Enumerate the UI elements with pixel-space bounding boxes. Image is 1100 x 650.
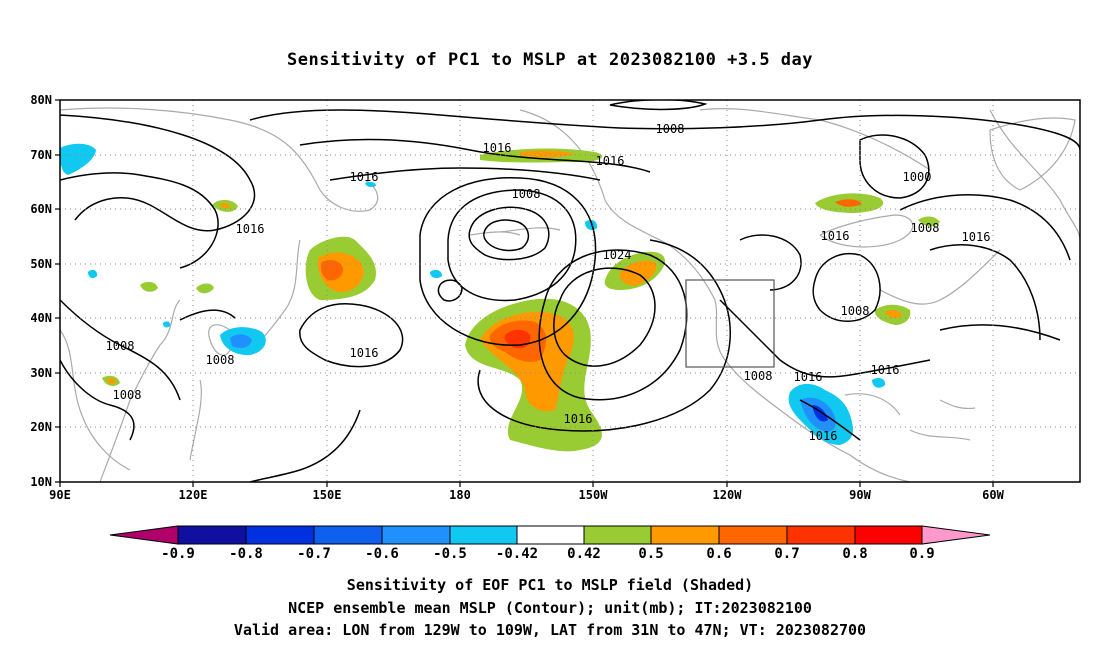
lon-label: 120E	[179, 488, 208, 502]
sensitivity-shading	[60, 143, 940, 452]
colorbar-tick: -0.42	[496, 546, 538, 562]
colorbar-cell	[583, 525, 652, 545]
lat-label: 20N	[30, 420, 52, 434]
lat-labels: 80N 70N 60N 50N 40N 30N 20N 10N	[30, 93, 52, 489]
colorbar-right-arrow	[921, 525, 991, 545]
contour-label: 1016	[483, 141, 512, 155]
lat-label: 80N	[30, 93, 52, 107]
caption-line-contour: NCEP ensemble mean MSLP (Contour); unit(…	[288, 598, 812, 617]
colorbar-tick: 0.5	[638, 546, 663, 562]
colorbar-cell	[381, 525, 451, 545]
lat-label: 60N	[30, 202, 52, 216]
colorbar-cell	[718, 525, 788, 545]
caption-line-shaded: Sensitivity of EOF PC1 to MSLP field (Sh…	[346, 576, 754, 594]
contour-label: 1008	[744, 369, 773, 383]
colorbar-tick: 0.6	[706, 546, 731, 562]
colorbar-tick: 0.42	[567, 546, 601, 562]
contour-label: 1016	[871, 363, 900, 377]
contour-label: 1008	[512, 187, 541, 201]
lon-label: 90W	[849, 488, 871, 502]
colorbar-tick: 0.7	[774, 546, 799, 562]
contour-label: 1016	[350, 346, 379, 360]
contour-label: 1008	[106, 339, 135, 353]
lat-label: 40N	[30, 311, 52, 325]
lon-label: 150W	[579, 488, 609, 502]
colorbar-cell	[650, 525, 720, 545]
colorbar-tick: 0.8	[842, 546, 867, 562]
lon-label: 60W	[982, 488, 1004, 502]
lon-label: 150E	[313, 488, 342, 502]
colorbar-cell	[245, 525, 315, 545]
contour-label: 1016	[350, 170, 379, 184]
map-content: 1016 1016 1008 1016 1008 1016 1000 1008 …	[60, 100, 1080, 482]
colorbar-cell	[449, 525, 518, 545]
contour-label: 1008	[911, 221, 940, 235]
lon-label: 90E	[49, 488, 71, 502]
colorbar-tick: 0.9	[909, 546, 934, 562]
contour-label: 1008	[841, 304, 870, 318]
colorbar-left-arrow	[109, 525, 179, 545]
contour-label: 1016	[821, 229, 850, 243]
mslp-contours	[60, 100, 1080, 482]
valid-area-box	[685, 279, 775, 368]
colorbar-tick: -0.9	[161, 546, 195, 562]
colorbar-cell	[313, 525, 383, 545]
graticule	[60, 100, 1080, 482]
colorbar-cell	[854, 525, 923, 545]
contour-label: 1016	[962, 230, 991, 244]
colorbar-ticks: -0.9 -0.8 -0.7 -0.6 -0.5 -0.42 0.42 0.5 …	[161, 546, 935, 562]
contour-label: 1008	[113, 388, 142, 402]
contour-label: 1008	[206, 353, 235, 367]
lon-labels: 90E 120E 150E 180 150W 120W 90W 60W	[49, 488, 1004, 502]
axis-ticks	[55, 99, 994, 487]
contour-label: 1000	[903, 170, 932, 184]
contour-label: 1024	[603, 248, 632, 262]
colorbar-tick: -0.8	[229, 546, 263, 562]
contour-label: 1016	[236, 222, 265, 236]
contour-label: 1008	[656, 122, 685, 136]
contour-label: 1016	[794, 370, 823, 384]
colorbar-tick: -0.6	[365, 546, 399, 562]
contour-label: 1016	[564, 412, 593, 426]
contour-labels: 1016 1016 1008 1016 1008 1016 1000 1008 …	[106, 122, 991, 443]
colorbar-tick: -0.5	[433, 546, 467, 562]
lon-label: 120W	[713, 488, 743, 502]
map-frame	[59, 99, 1081, 483]
lat-label: 70N	[30, 148, 52, 162]
figure-caption: Sensitivity of EOF PC1 to MSLP field (Sh…	[0, 574, 1100, 642]
colorbar-tick: -0.7	[297, 546, 331, 562]
colorbar-cell	[786, 525, 856, 545]
lat-label: 30N	[30, 366, 52, 380]
caption-line-valid-area: Valid area: LON from 129W to 109W, LAT f…	[233, 621, 867, 639]
colorbar-cell	[177, 525, 247, 545]
lat-label: 50N	[30, 257, 52, 271]
lat-label: 10N	[30, 475, 52, 489]
contour-label: 1016	[809, 429, 838, 443]
colorbar-cell	[516, 525, 585, 545]
coastlines	[60, 107, 1080, 482]
lon-label: 180	[449, 488, 471, 502]
contour-label: 1016	[596, 154, 625, 168]
colorbar	[109, 525, 991, 545]
plot-title: Sensitivity of PC1 to MSLP at 2023082100…	[286, 50, 813, 70]
